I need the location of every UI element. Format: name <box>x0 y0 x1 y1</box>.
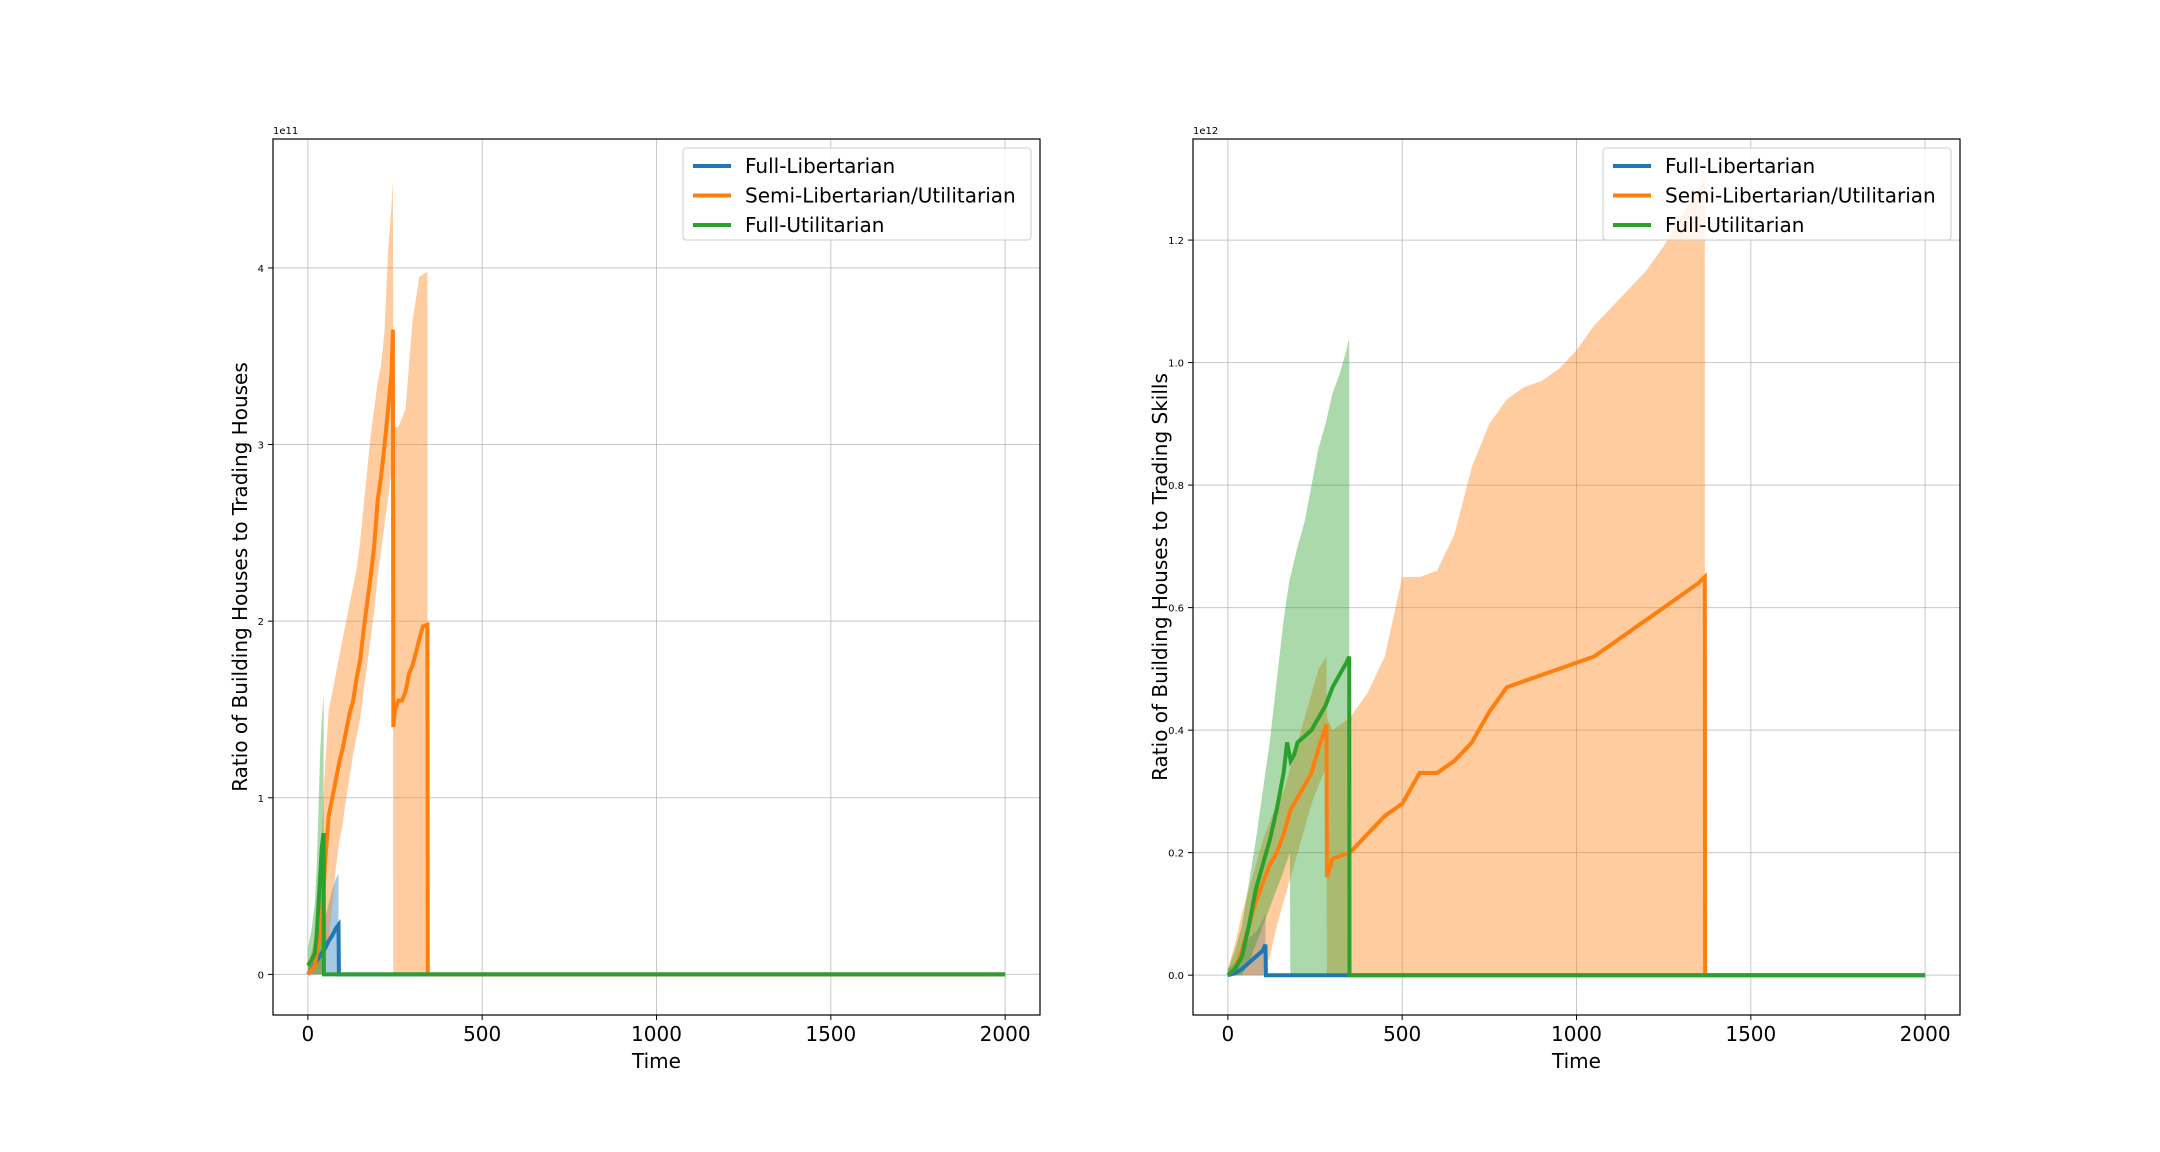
x-axis-label: Time <box>1551 1049 1601 1073</box>
legend-entry: Full-Utilitarian <box>1665 213 1804 237</box>
x-ticks: 0 500 1000 1500 2000 <box>1221 1015 1951 1046</box>
x-tick-label: 1000 <box>1551 1022 1602 1046</box>
y-tick-label: 1.2 <box>1168 236 1184 247</box>
x-tick-label: 500 <box>1383 1022 1421 1046</box>
legend-box <box>1602 147 1952 241</box>
y-tick-label: 4 <box>258 264 264 275</box>
series-line-semi-libertarian-utilitarian <box>1226 572 1926 978</box>
y-tick-label: 1.0 <box>1168 359 1184 370</box>
legend-entry: Semi-Libertarian/Utilitarian <box>745 184 1016 208</box>
x-ticks: 0 500 1000 1500 2000 <box>301 1015 1031 1046</box>
legend-entry: Semi-Libertarian/Utilitarian <box>1665 184 1936 208</box>
band-full-utilitarian <box>1227 338 1350 976</box>
y-offset-text: 1e11 <box>273 126 298 137</box>
y-axis-label: Ratio of Building Houses to Trading Skil… <box>1148 373 1172 781</box>
band-semi-libertarian-utilitarian <box>1227 178 1705 976</box>
y-ticks: 0.0 0.2 0.4 0.6 0.8 1.0 1.2 <box>1168 236 1193 982</box>
y-tick-label: 0.2 <box>1168 849 1184 860</box>
x-tick-label: 1500 <box>1725 1022 1776 1046</box>
grid <box>273 139 1040 1015</box>
series-line-full-libertarian <box>1227 943 1926 978</box>
series-line-full-utilitarian <box>306 832 1006 977</box>
legend-entry: Full-Libertarian <box>1665 154 1815 178</box>
x-tick-label: 2000 <box>1900 1022 1951 1046</box>
x-tick-label: 1500 <box>805 1022 856 1046</box>
y-offset-text: 1e12 <box>1193 126 1218 137</box>
legend: Full-Libertarian Semi-Libertarian/Utilita… <box>1602 147 1952 241</box>
y-tick-label: 2 <box>258 617 264 628</box>
y-tick-label: 3 <box>258 441 264 452</box>
legend-box <box>682 147 1032 241</box>
y-tick-label: 0.4 <box>1168 726 1184 737</box>
legend: Full-Libertarian Semi-Libertarian/Utilita… <box>682 147 1032 241</box>
y-tick-label: 0.6 <box>1168 604 1184 615</box>
x-tick-label: 0 <box>1221 1022 1234 1046</box>
y-axis-label: Ratio of Building Houses to Trading Hous… <box>228 362 252 792</box>
legend-entry: Full-Libertarian <box>745 154 895 178</box>
y-tick-label: 0.8 <box>1168 481 1184 492</box>
series-lines <box>306 329 1006 977</box>
x-tick-label: 0 <box>301 1022 314 1046</box>
legend-entry: Full-Utilitarian <box>745 213 884 237</box>
y-tick-label: 0.0 <box>1168 971 1184 982</box>
x-tick-label: 500 <box>463 1022 501 1046</box>
subplot-left: 0 500 1000 1500 2000 0 1 2 3 4 1e11 Time Ratio o… <box>228 126 1041 1073</box>
series-line-semi-libertarian-utilitarian <box>306 329 1006 977</box>
subplot-right: 0 500 1000 1500 2000 0.0 0.2 0.4 0.6 0.8 1.0 1.2 1… <box>1148 126 1961 1073</box>
x-axis-label: Time <box>631 1049 681 1073</box>
confidence-bands <box>1227 178 1705 976</box>
series-line-full-utilitarian <box>1226 655 1926 978</box>
x-tick-label: 2000 <box>980 1022 1031 1046</box>
y-tick-label: 1 <box>258 794 264 805</box>
series-lines <box>1226 572 1926 978</box>
x-tick-label: 1000 <box>631 1022 682 1046</box>
y-tick-label: 0 <box>258 970 264 981</box>
y-ticks: 0 1 2 3 4 <box>258 264 273 981</box>
